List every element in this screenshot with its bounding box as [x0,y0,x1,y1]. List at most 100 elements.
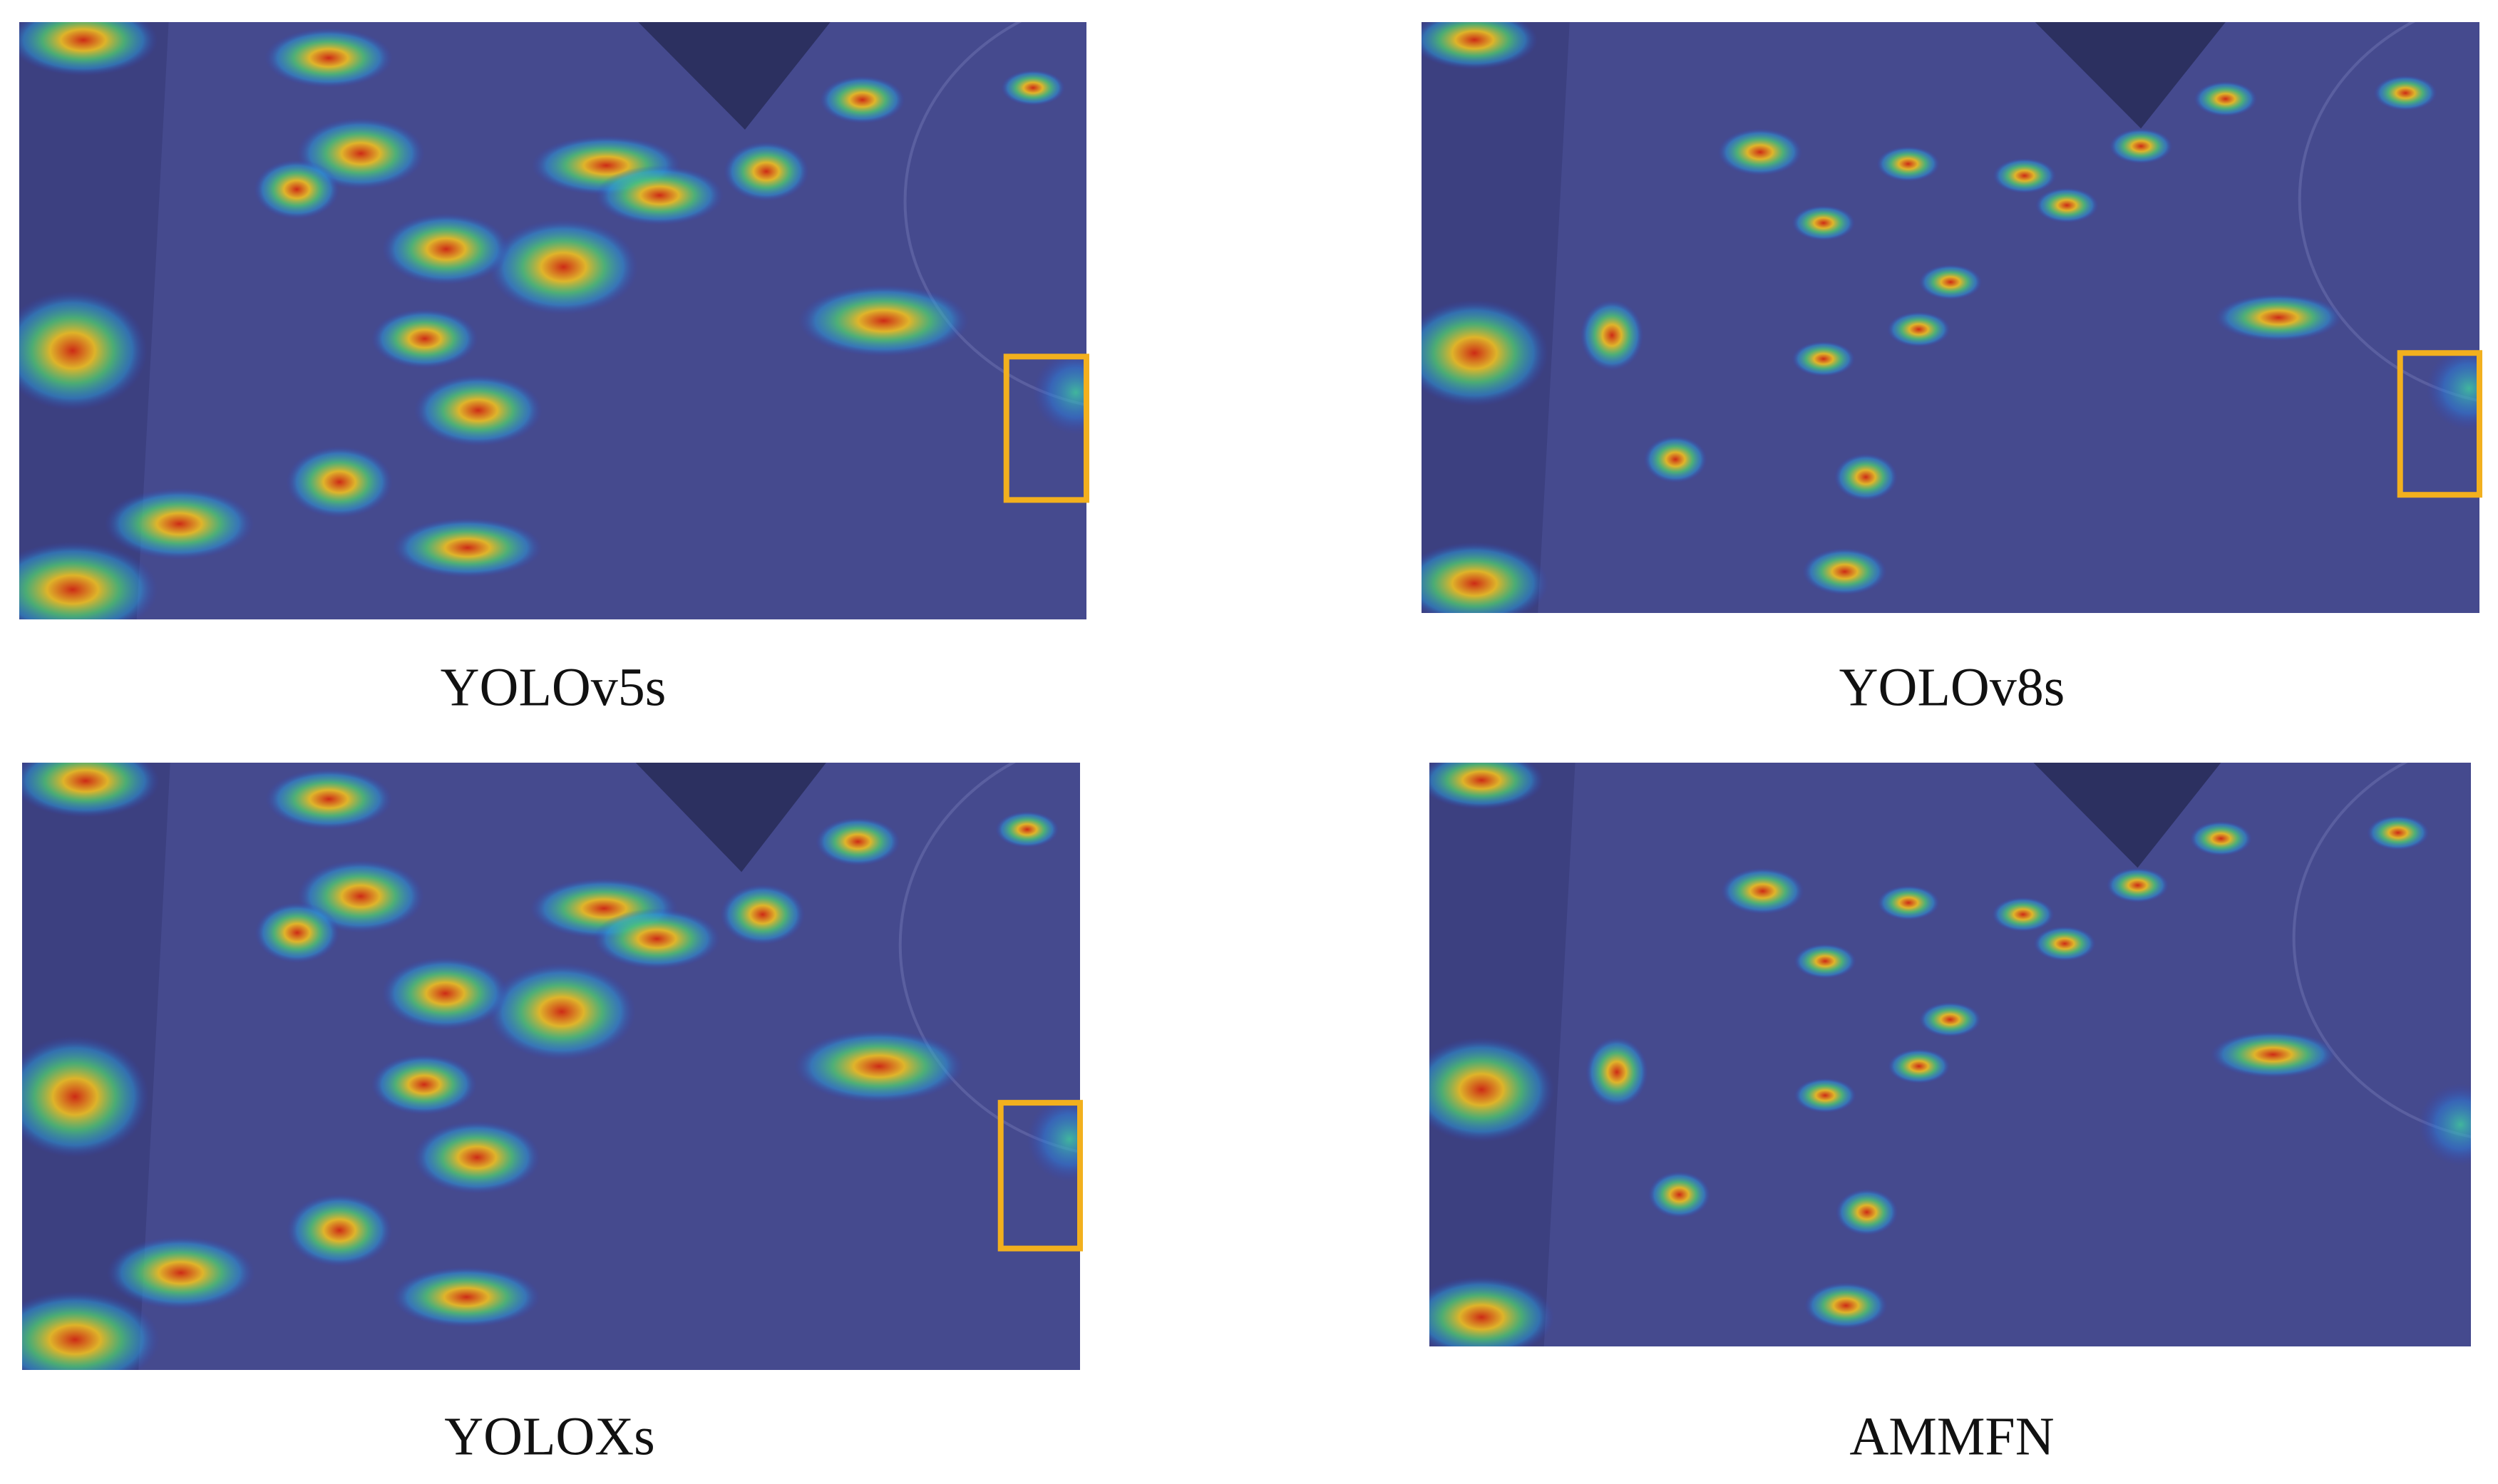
heat-blob [819,76,905,124]
heat-blob [19,291,148,411]
heat-blob [1792,341,1856,377]
heat-blob [1429,1276,1555,1346]
plaza-arc [2298,22,2479,403]
heat-blob [1918,264,1983,300]
heat-blob [392,1267,541,1328]
heatmap-image [19,22,1089,619]
heat-blob [371,1053,478,1115]
heat-blob [2373,75,2437,111]
heat-blob [1991,897,2055,932]
heat-blob [1721,867,1804,914]
heat-blob [286,445,393,518]
heat-blob [1033,350,1086,435]
heat-blob [392,517,543,578]
caption: AMMFN [1849,1406,2054,1466]
heat-blob [2426,346,2479,430]
heat-blob [2109,128,2173,164]
heat-blob [488,219,639,315]
heat-blob [1794,943,1857,979]
heat-blob [19,22,158,76]
heat-blob [254,159,340,220]
heat-blob [2033,926,2097,962]
heat-blob [413,1120,541,1194]
grass [2035,22,2226,129]
heat-blob [1993,158,2057,194]
heat-blob [255,902,340,964]
heat-blob [106,1236,255,1309]
heat-blob [413,374,543,446]
heatmap-image [1429,763,2471,1346]
highlight-box [2397,350,2482,498]
highlight-box [997,1100,1083,1252]
heat-blob [1792,205,1856,241]
image-content [1422,22,2479,613]
panels [19,22,2482,1370]
heat-blob [381,957,509,1030]
heat-blob [381,213,510,285]
heat-blob [1585,1036,1648,1108]
heat-blob [1835,1188,1898,1236]
heat-blob [1027,1096,1080,1182]
heat-blob [1886,311,1950,347]
heat-blob [595,165,724,225]
heat-blob [1643,436,1707,483]
heat-blob [22,1291,160,1370]
caption: YOLOXs [444,1406,655,1466]
heat-blob [798,284,970,357]
heat-blob [1876,146,1941,182]
caption: YOLOv5s [441,657,667,717]
heat-blob [1834,453,1898,501]
heat-blob [22,1036,150,1158]
heat-blob [1580,299,1644,371]
plaza-arc [2292,763,2471,1138]
heat-blob [2194,81,2258,117]
grass [638,22,831,130]
heat-blob [1717,128,1803,176]
heat-blob [2210,1031,2336,1078]
image-content [22,763,1080,1370]
plaza-arc [903,22,1086,407]
heat-blob [104,488,255,560]
heat-blob [1918,1001,1982,1037]
image-content [19,22,1086,619]
heat-blob [2366,815,2430,850]
heat-blob [22,763,160,818]
heat-blob [995,811,1059,848]
heat-blob [265,768,393,830]
caption: YOLOv8s [1839,657,2065,717]
grass [2033,763,2221,868]
heat-blob [1422,542,1549,613]
heat-blob [1422,22,1538,70]
heat-blob [1804,1282,1888,1329]
heat-blob [794,1029,964,1103]
highlight-box [1003,354,1089,503]
heat-blob [593,908,721,969]
heat-blob [1794,1078,1857,1113]
heatmap-image [1422,22,2482,613]
heat-blob [1802,547,1887,596]
heat-blob [816,817,900,866]
heat-blob [264,28,393,88]
heat-blob [2189,820,2253,857]
heat-blob [487,963,636,1061]
heat-blob [720,884,806,945]
heat-blob [1429,1036,1555,1143]
plaza-arc [898,763,1080,1153]
heatmap-image [22,763,1083,1370]
heat-blob [1887,1048,1950,1084]
heat-blob [19,542,158,619]
heat-blob [2106,867,2169,903]
image-content [1429,763,2471,1346]
heat-blob [2215,294,2343,341]
heat-blob [1422,299,1549,406]
heat-blob [2418,1083,2471,1166]
heat-blob [371,309,478,369]
heat-blob [2035,187,2099,223]
heat-blob [1877,885,1940,921]
heat-blob [1001,70,1066,106]
heat-blob [1429,763,1544,810]
grass [635,763,826,872]
heat-blob [724,141,809,202]
